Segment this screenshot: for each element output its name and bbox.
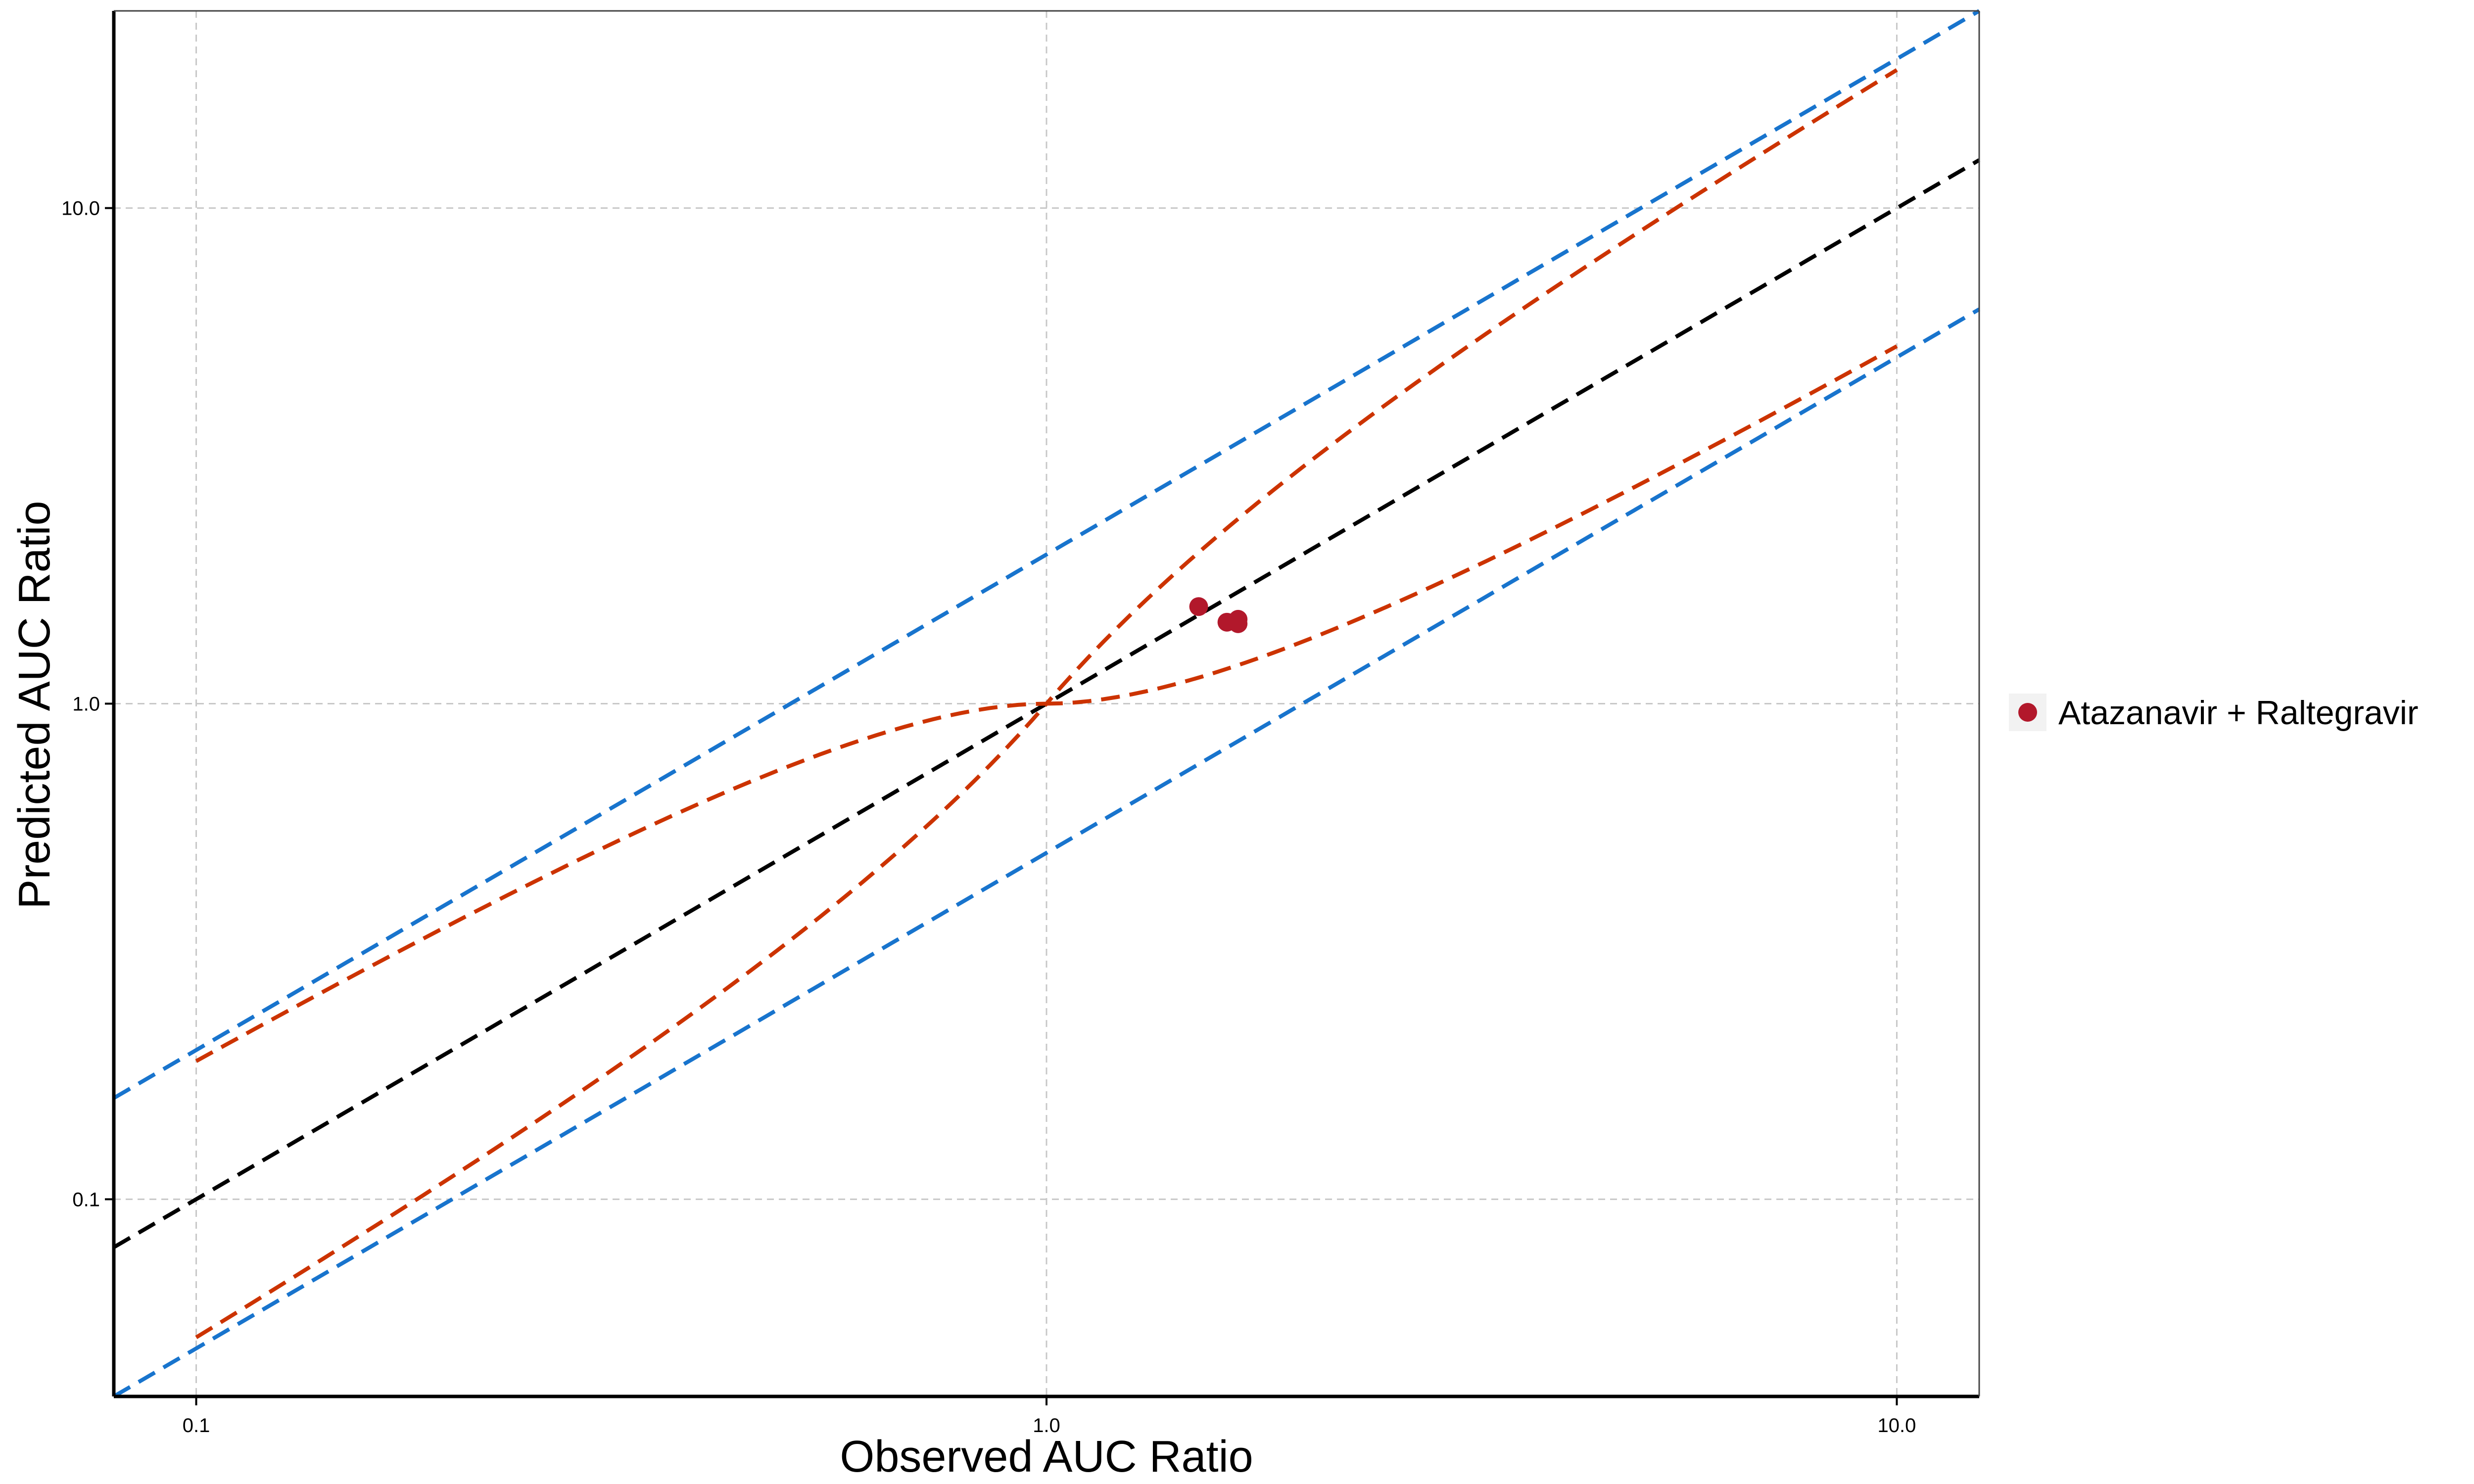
y-axis-title: Predicted AUC Ratio [10, 501, 59, 909]
tick-labels: 0.1 1.0 10.0 0.1 1.0 10.0 [61, 198, 1916, 1437]
x-tick-label: 1.0 [1033, 1415, 1060, 1437]
data-point [1189, 597, 1208, 616]
y-tick-label: 1.0 [72, 694, 100, 715]
guest-lower-limit-line [195, 344, 1898, 1340]
y-tick-label: 10.0 [61, 198, 100, 220]
reference-lines [112, 9, 1981, 1398]
x-tick-label: 10.0 [1878, 1415, 1916, 1437]
x-tick-label: 0.1 [183, 1415, 210, 1437]
data-point [1229, 614, 1248, 633]
y-tick-label: 0.1 [72, 1189, 100, 1210]
legend: Atazanavir + Raltegravir [2009, 694, 2419, 732]
legend-label: Atazanavir + Raltegravir [2058, 694, 2419, 732]
twofold-upper-line [112, 9, 1981, 1100]
x-axis-title: Observed AUC Ratio [840, 1432, 1253, 1482]
twofold-lower-line [112, 307, 1981, 1398]
data-points [1189, 597, 1248, 633]
legend-marker [2018, 703, 2037, 722]
axes [105, 10, 1980, 1405]
